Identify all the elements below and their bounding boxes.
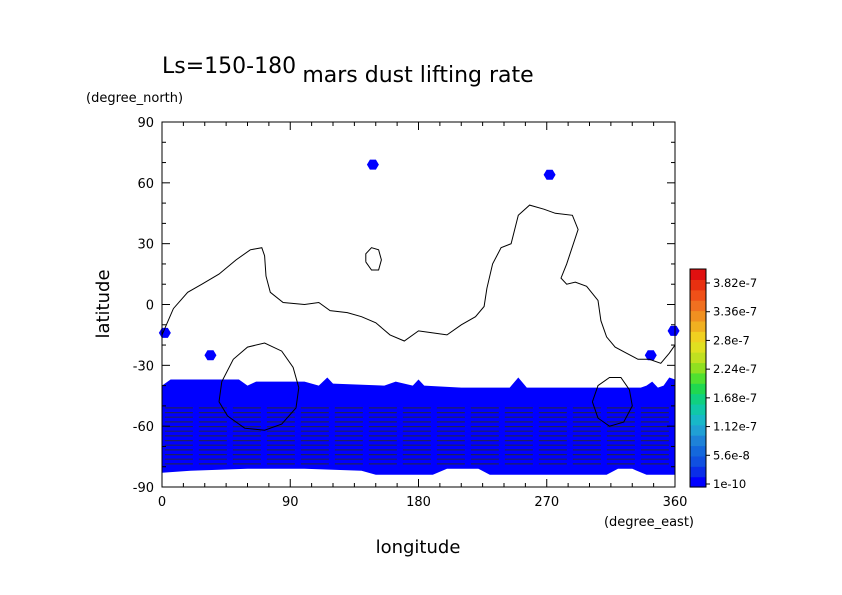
- colorbar-label: 3.82e-7: [713, 276, 757, 290]
- colorbar-swatch: [690, 372, 706, 384]
- colorbar-swatch: [690, 320, 706, 332]
- x-tick-label: 180: [406, 495, 431, 510]
- chart-subtitle: Ls=150-180: [162, 54, 296, 79]
- dust-patch: [204, 350, 217, 361]
- dust-lifting-fill: [158, 159, 680, 475]
- colorbar-label: 3.36e-7: [713, 305, 757, 319]
- y-axis-label: latitude: [93, 269, 114, 338]
- contour-ring-west: [218, 342, 300, 431]
- y-tick-label: 60: [137, 177, 154, 192]
- x-units-label: (degree_east): [604, 515, 694, 530]
- contour-ring-east: [591, 377, 633, 427]
- x-tick-label: 90: [282, 495, 299, 510]
- colorbar-swatch: [690, 414, 706, 426]
- colorbar-swatch: [690, 269, 706, 280]
- colorbar-swatch: [690, 362, 706, 374]
- x-tick-label: 360: [663, 495, 688, 510]
- axis-ticks: 0 90 180 270 360 -90 -60 -30 0 30 60 90: [133, 116, 688, 510]
- contour-main: [161, 204, 676, 364]
- contour-small-north: [365, 247, 382, 271]
- y-tick-label: -60: [133, 420, 154, 435]
- colorbar-swatch: [690, 455, 706, 467]
- colorbar-swatch: [690, 424, 706, 436]
- colorbar-label: 1e-10: [713, 477, 746, 491]
- y-tick-label: -30: [133, 359, 154, 374]
- y-tick-label: 0: [146, 299, 154, 314]
- dust-band-hatching: [164, 407, 673, 465]
- colorbar-label: 2.24e-7: [713, 362, 757, 376]
- colorbar-label: 1.12e-7: [713, 420, 757, 434]
- colorbar-swatch: [690, 352, 706, 364]
- colorbar-swatch: [690, 341, 706, 353]
- colorbar-swatch: [690, 393, 706, 405]
- colorbar-label: 2.8e-7: [713, 333, 750, 347]
- colorbar-frame: [689, 268, 707, 488]
- colorbar-swatch: [690, 331, 706, 343]
- y-tick-label: 90: [137, 116, 154, 131]
- y-tick-label: 30: [137, 238, 154, 253]
- colorbar-swatch: [690, 403, 706, 415]
- x-tick-label: 270: [534, 495, 559, 510]
- colorbar-swatch: [690, 435, 706, 447]
- colorbar-swatch: [690, 383, 706, 395]
- colorbar-swatch: [690, 445, 706, 457]
- dust-patch: [667, 325, 680, 336]
- colorbar-swatch: [690, 300, 706, 312]
- colorbar-swatch: [690, 289, 706, 301]
- colorbar-swatch: [690, 476, 706, 488]
- colorbar-label: 5.6e-8: [713, 448, 750, 462]
- x-axis-label: longitude: [376, 537, 461, 558]
- colorbar-swatch: [690, 466, 706, 478]
- dust-patch: [366, 159, 379, 170]
- colorbar-label: 1.68e-7: [713, 391, 757, 405]
- y-units-label: (degree_north): [86, 91, 183, 106]
- x-tick-label: 0: [158, 495, 166, 510]
- chart-title: mars dust lifting rate: [302, 63, 533, 88]
- colorbar-swatch: [690, 310, 706, 322]
- colorbar-swatch: [690, 279, 706, 291]
- y-tick-label: -90: [133, 481, 154, 496]
- contour-lines: [161, 204, 676, 431]
- colorbar: 1e-10 5.6e-8 1.12e-7 1.68e-7 2.24e-7 2.8e-7 3.…: [689, 268, 757, 491]
- dust-patch: [543, 169, 556, 180]
- dust-patch: [644, 350, 657, 361]
